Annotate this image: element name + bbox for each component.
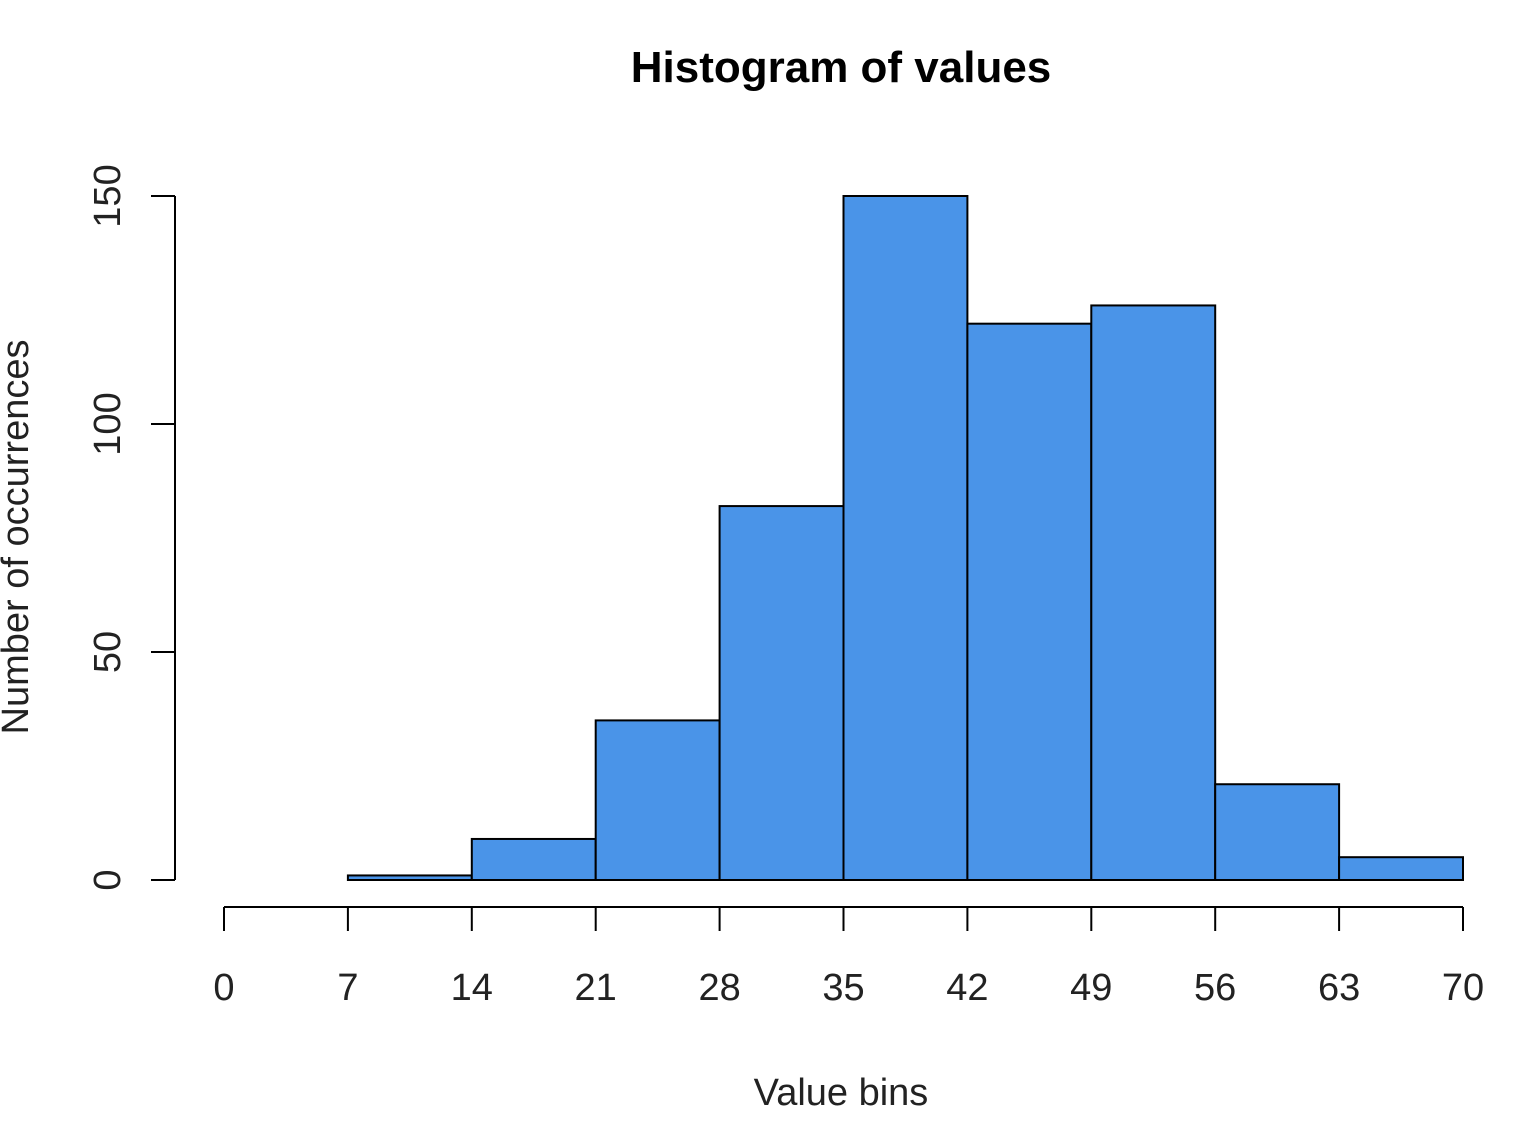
x-tick-label: 14 (451, 967, 493, 1009)
histogram-bar (842, 195, 969, 881)
histogram-bar (346, 874, 473, 882)
x-tick-label: 21 (575, 967, 617, 1009)
histogram-bar (594, 719, 721, 882)
y-tick-label: 150 (87, 164, 129, 227)
histogram-bar (470, 837, 597, 882)
histogram-bar (1090, 304, 1217, 881)
x-tick-label: 42 (946, 967, 988, 1009)
x-tick-label: 35 (822, 967, 864, 1009)
histogram-bar (718, 505, 845, 881)
chart-title: Histogram of values (631, 43, 1052, 92)
histogram-bar (1214, 783, 1341, 881)
y-tick-label: 100 (87, 392, 129, 455)
x-tick-label: 7 (337, 967, 358, 1009)
x-tick-label: 0 (213, 967, 234, 1009)
y-tick-label: 0 (87, 869, 129, 890)
y-tick-label: 50 (87, 631, 129, 673)
x-tick-label: 28 (698, 967, 740, 1009)
x-tick-label: 63 (1318, 967, 1360, 1009)
x-axis: 0 7 14 21 28 35 42 49 56 63 70 (213, 906, 1484, 1009)
histogram-bar (966, 322, 1093, 881)
y-axis-label: Number of occurrences (0, 340, 37, 735)
x-tick-label: 49 (1070, 967, 1112, 1009)
y-axis: 0 50 100 150 (87, 164, 176, 891)
x-axis-label: Value bins (754, 1072, 929, 1114)
bars-group (346, 195, 1464, 882)
histogram-bar (1338, 856, 1464, 882)
x-tick-label: 56 (1194, 967, 1236, 1009)
x-tick-label: 70 (1442, 967, 1484, 1009)
